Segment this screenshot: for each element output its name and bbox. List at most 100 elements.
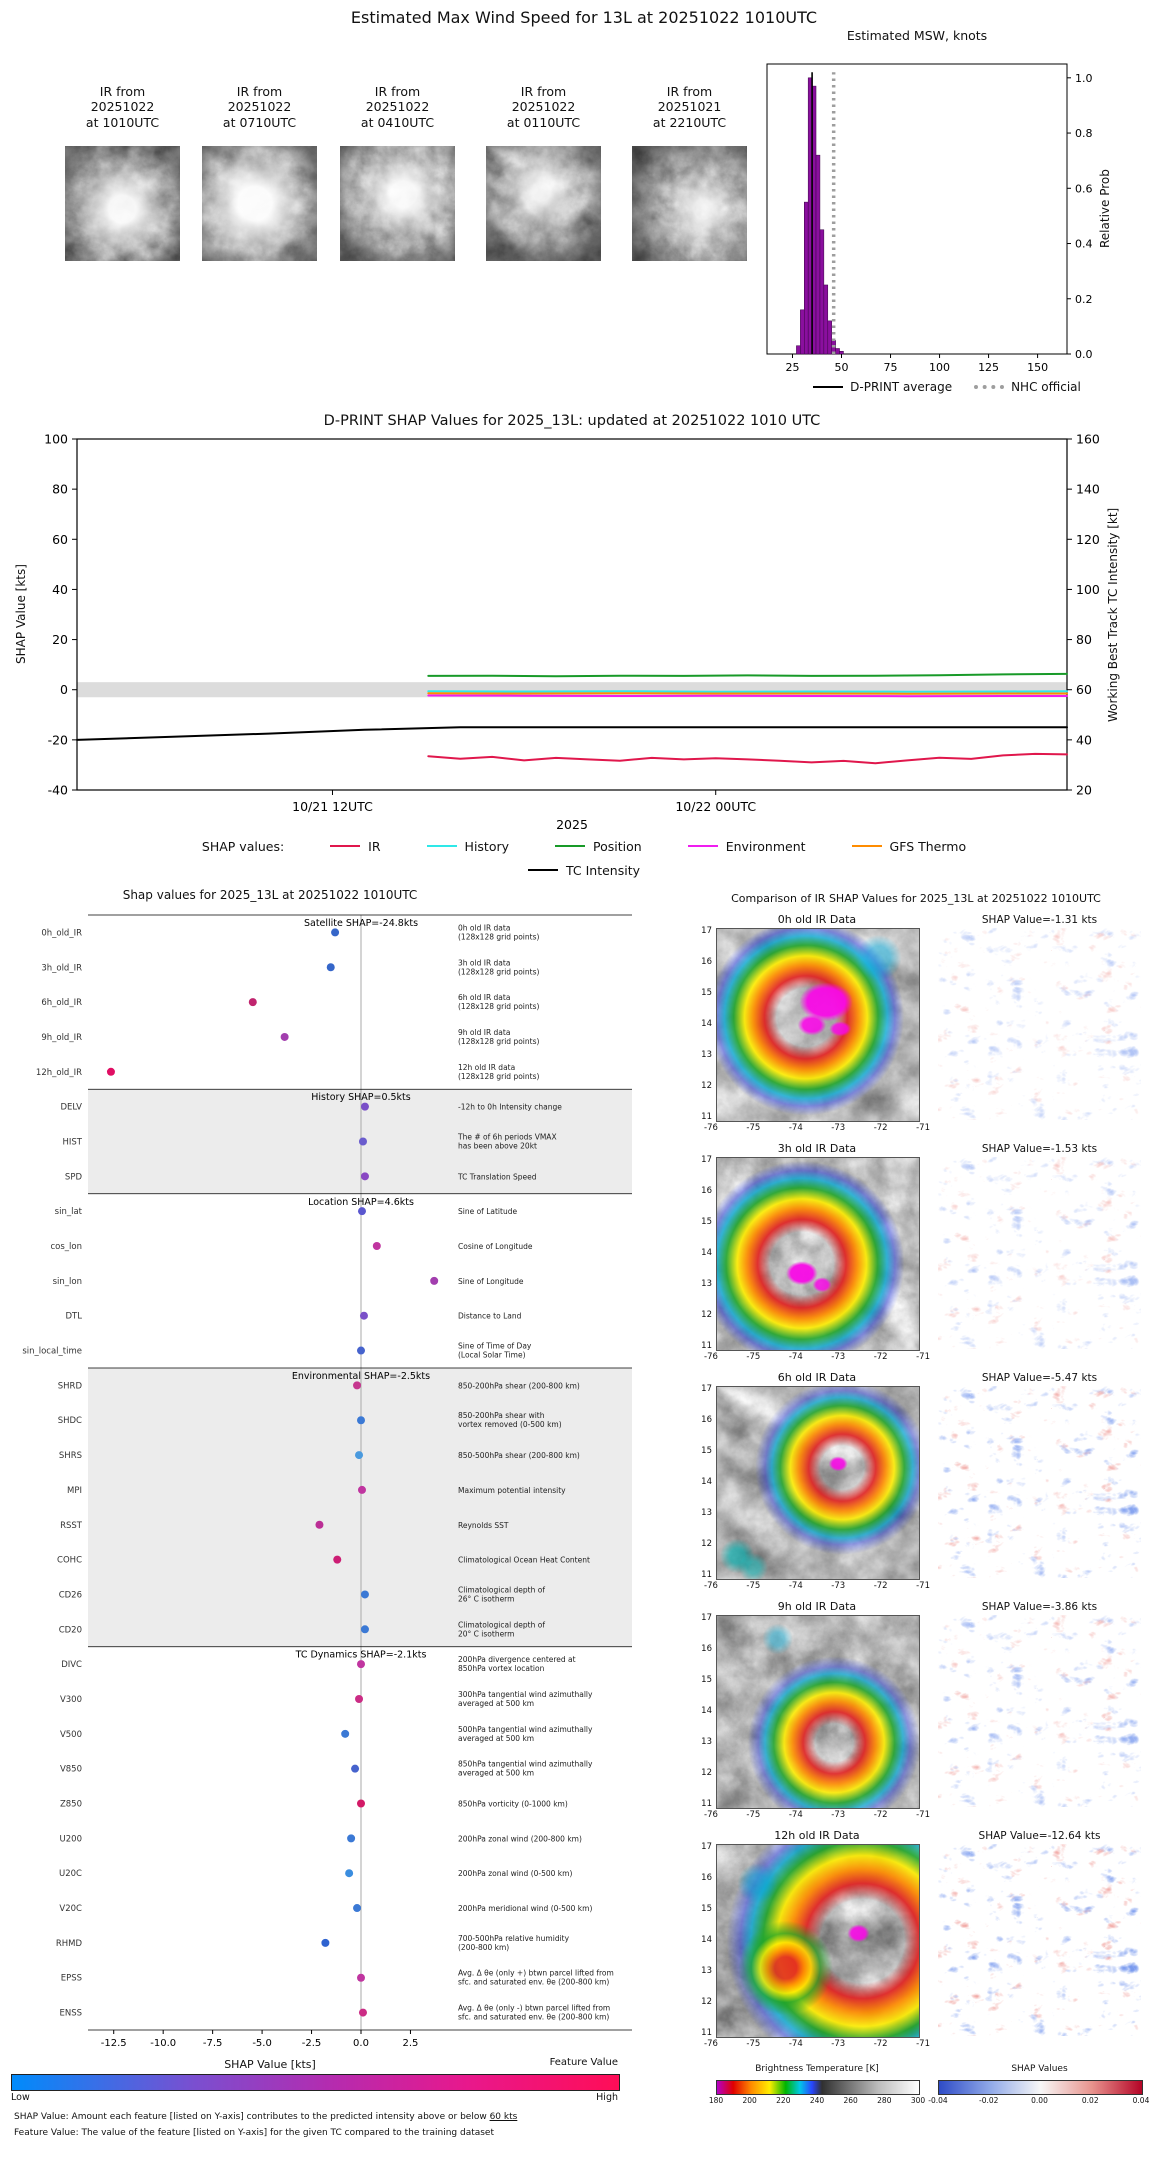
ir-thumbnail-label: IR from 20251022 at 0410UTC [360, 84, 435, 130]
lat-tick: 17 [701, 1384, 712, 1394]
svg-text:80: 80 [1076, 632, 1092, 647]
ir-map [716, 1157, 920, 1351]
lat-tick: 16 [701, 1873, 712, 1883]
lat-tick: 16 [701, 957, 712, 967]
svg-text:V20C: V20C [59, 1904, 82, 1914]
svg-text:2.5: 2.5 [403, 2038, 419, 2049]
svg-text:averaged at 500 km: averaged at 500 km [458, 1699, 534, 1708]
dot-plot-xlabel: SHAP Value [kts] [224, 2058, 316, 2071]
shap-values-colorbar-ticks: -0.04 -0.02 0.00 0.02 0.04 [928, 2096, 1149, 2106]
legend-title: SHAP values: [201, 838, 285, 854]
legend-label: Position [593, 838, 642, 854]
svg-text:1.0: 1.0 [1075, 72, 1093, 85]
ir-panel-title: 9h old IR Data [777, 1600, 857, 1613]
legend-item: GFS Thermo [851, 838, 967, 854]
svg-text:History SHAP=0.5kts: History SHAP=0.5kts [311, 1092, 411, 1103]
svg-text:-20: -20 [48, 732, 68, 747]
lon-tick: -73 [831, 1123, 846, 1133]
svg-text:9h_old_IR: 9h_old_IR [41, 1033, 82, 1043]
legend-label: NHC official [1011, 380, 1081, 394]
lat-tick: 15 [701, 1675, 712, 1685]
cloud-blob [202, 146, 317, 261]
longitude-axis: -76 -75 -74 -73 -72 -71 [704, 1352, 930, 1362]
lon-tick: -73 [831, 2039, 846, 2049]
dot-plot-title: Shap values for 2025_13L at 20251022 101… [122, 888, 418, 902]
brightness-temperature-colorbar-label: Brightness Temperature [K] [755, 2064, 879, 2074]
legend-label: GFS Thermo [889, 838, 967, 854]
legend-swatch [851, 844, 882, 848]
lon-tick: -74 [788, 1352, 803, 1362]
comparison-row: 6h old IR Data SHAP Value=-5.47 kts 17 16 15… [0, 1370, 1168, 1599]
lon-tick: -73 [831, 1352, 846, 1362]
svg-text:The # of 6h periods VMAX: The # of 6h periods VMAX [457, 1132, 557, 1141]
svg-text:-10.0: -10.0 [150, 2038, 176, 2049]
colorbar-tick: -0.04 [928, 2096, 948, 2105]
svg-text:0.4: 0.4 [1075, 238, 1093, 251]
ir-color-overlay [717, 1616, 919, 1808]
svg-text:6h_old_IR: 6h_old_IR [41, 998, 82, 1008]
svg-text:V300: V300 [60, 1695, 82, 1705]
svg-text:-12h to 0h Intensity change: -12h to 0h Intensity change [458, 1103, 562, 1112]
svg-text:sfc. and saturated env. θe (20: sfc. and saturated env. θe (200-800 km) [458, 1978, 609, 1987]
ir-magenta-overlay [717, 1387, 919, 1579]
shap-values-colorbar-label: SHAP Values [1011, 2064, 1068, 2074]
shap-timeseries-chart: 100 160 80 140 60 120 40 100 20 80 0 60 -20 40 -40 20 10… [0, 427, 1168, 833]
svg-text:500hPa tangential wind azimuth: 500hPa tangential wind azimuthally [458, 1725, 593, 1734]
lat-tick: 17 [701, 1842, 712, 1852]
ir-magenta-overlay [717, 1845, 919, 2037]
lon-tick: -72 [873, 2039, 888, 2049]
svg-text:40: 40 [1076, 732, 1092, 747]
svg-text:60: 60 [1076, 682, 1092, 697]
svg-text:80: 80 [52, 482, 68, 497]
svg-text:0.8: 0.8 [1075, 127, 1093, 140]
longitude-axis: -76 -75 -74 -73 -72 -71 [704, 1581, 930, 1591]
lon-tick: -72 [873, 1352, 888, 1362]
shap-map [938, 1157, 1141, 1349]
svg-text:Location SHAP=4.6kts: Location SHAP=4.6kts [308, 1197, 414, 1208]
svg-text:3h old IR data: 3h old IR data [458, 958, 510, 967]
shap-footnote-1: SHAP Value: Amount each feature [listed … [14, 2112, 517, 2122]
lat-tick: 17 [701, 1155, 712, 1165]
svg-text:200hPa meridional wind (0-500: 200hPa meridional wind (0-500 km) [458, 1904, 592, 1913]
svg-text:0: 0 [60, 682, 68, 697]
legend-item: History [426, 839, 509, 854]
ir-thumbnail-image [486, 146, 601, 261]
lon-tick: -75 [746, 2039, 761, 2049]
lon-tick: -76 [704, 2039, 718, 2049]
svg-text:9h old IR data: 9h old IR data [458, 1028, 510, 1037]
lat-tick: 12 [701, 1081, 712, 1091]
ir-panel-title: 6h old IR Data [777, 1371, 857, 1384]
shap-panel-title: SHAP Value=-1.53 kts [981, 1143, 1098, 1155]
lat-tick: 15 [701, 1904, 712, 1914]
lat-tick: 14 [701, 1935, 712, 1945]
svg-text:850-200hPa shear (200-800 km): 850-200hPa shear (200-800 km) [458, 1381, 580, 1390]
svg-text:ENSS: ENSS [59, 2009, 82, 2019]
svg-text:SHDC: SHDC [58, 1416, 82, 1426]
svg-text:sfc. and saturated env. θe (20: sfc. and saturated env. θe (200-800 km) [458, 2013, 609, 2022]
lon-tick: -73 [831, 1810, 846, 1820]
ir-map [716, 1386, 920, 1580]
shap-panel-title: SHAP Value=-12.64 kts [978, 1830, 1101, 1842]
lon-tick: -75 [746, 1581, 761, 1591]
lon-tick: -76 [704, 1581, 718, 1591]
svg-text:Distance to Land: Distance to Land [458, 1312, 522, 1321]
svg-text:0.0: 0.0 [353, 2038, 369, 2049]
svg-text:Environmental SHAP=-2.5kts: Environmental SHAP=-2.5kts [292, 1371, 430, 1382]
svg-text:(Local Solar Time): (Local Solar Time) [458, 1351, 526, 1360]
lat-tick: 14 [701, 1019, 712, 1029]
svg-text:V850: V850 [60, 1765, 82, 1775]
shap-map [938, 1615, 1141, 1807]
svg-text:(128x128 grid points): (128x128 grid points) [458, 967, 539, 976]
svg-text:sin_lon: sin_lon [53, 1277, 82, 1287]
msw-histogram: 25 50 75 100 125 150 0.0 0.2 0.4 0.6 0.8 1.0 [737, 24, 1167, 380]
lon-tick: -71 [916, 2039, 930, 2049]
svg-text:0h old IR data: 0h old IR data [458, 923, 510, 932]
svg-text:Avg. Δ θe (only +) btwn parcel: Avg. Δ θe (only +) btwn parcel lifted fr… [458, 1969, 614, 1978]
cloud-blob [65, 146, 180, 261]
svg-text:50: 50 [835, 361, 849, 374]
ir-map [716, 1844, 920, 2038]
cloud-blob [340, 146, 455, 261]
comparison-row: 0h old IR Data SHAP Value=-1.31 kts 17 16 15… [0, 912, 1168, 1141]
ir-thumbnail-image [632, 146, 747, 261]
lat-tick: 11 [701, 1341, 712, 1351]
